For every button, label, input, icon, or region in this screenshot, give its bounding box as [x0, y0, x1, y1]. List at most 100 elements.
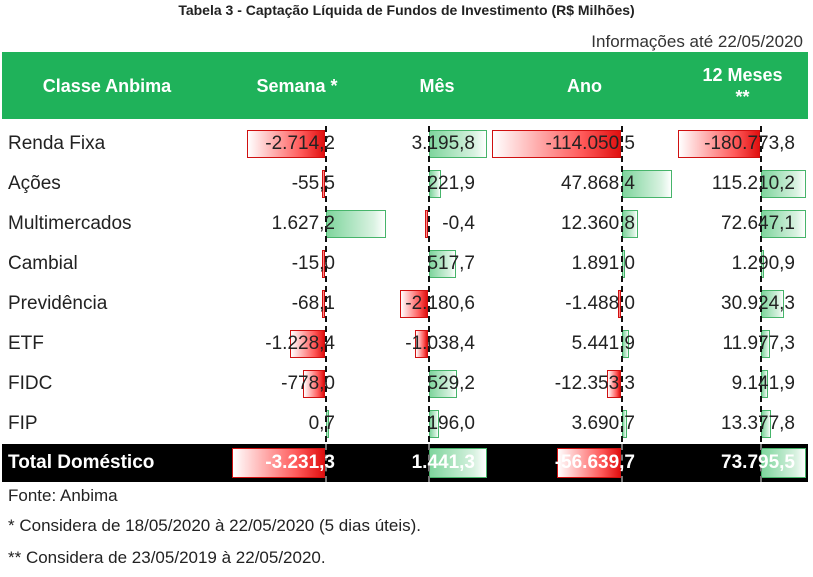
cell-semana: -3.231,3	[265, 452, 335, 473]
databar-12meses	[761, 210, 806, 238]
bar-axis	[760, 286, 762, 322]
cell-mes: -2.180,6	[405, 293, 475, 314]
bar-axis	[621, 326, 623, 362]
bar-axis	[760, 166, 762, 202]
table-row: Previdência -68,1 -2.180,6 -1.488,0 30.924,3	[2, 284, 808, 324]
cell-semana: 1.627,2	[271, 213, 335, 234]
cell-mes: 1.441,3	[411, 452, 475, 473]
cell-semana: -778,0	[281, 373, 335, 394]
header-ano: Ano	[567, 75, 602, 96]
cell-semana: -68,1	[291, 293, 335, 314]
bar-axis	[621, 246, 623, 282]
row-label: Ações	[8, 173, 61, 194]
cell-12meses: 13.377,8	[721, 413, 795, 434]
cell-ano: -1.488,0	[565, 293, 635, 314]
row-label: Cambial	[8, 253, 78, 274]
databar-ano	[556, 448, 621, 478]
row-label: Previdência	[8, 293, 108, 314]
table-row: FIDC -778,0 529,2 -12.353,3 9.141,9	[2, 364, 808, 404]
bar-axis	[428, 444, 430, 482]
table-title: Tabela 3 - Captação Líquida de Fundos de…	[178, 2, 635, 18]
bar-axis	[325, 286, 327, 322]
bar-axis	[325, 166, 327, 202]
cell-12meses: 115.210,2	[711, 173, 795, 194]
footnote-semana: * Considera de 18/05/2020 à 22/05/2020 (…	[8, 516, 422, 535]
cell-ano: 47.868,4	[561, 173, 635, 194]
cell-semana: -2.714,2	[265, 133, 335, 154]
databar-ano	[492, 130, 621, 158]
cell-semana: -15,0	[291, 253, 335, 274]
databar-mes	[429, 130, 487, 158]
cell-mes: 3.195,8	[411, 133, 475, 154]
cell-ano: 5.441,9	[571, 333, 635, 354]
databar-semana	[302, 370, 325, 398]
header-classe: Classe Anbima	[42, 75, 172, 96]
cell-ano: -56.639,7	[554, 452, 635, 473]
table-header: Classe Anbima Semana * Mês Ano 12 Meses …	[2, 52, 808, 119]
bar-axis	[325, 206, 327, 242]
bar-axis	[428, 286, 430, 322]
bar-axis	[760, 206, 762, 242]
bar-axis	[760, 406, 762, 442]
databar-semana	[322, 290, 325, 318]
cell-12meses: 30.924,3	[721, 293, 795, 314]
bar-axis	[760, 326, 762, 362]
databar-semana	[322, 170, 325, 198]
cell-ano: 3.690,7	[571, 413, 635, 434]
row-label: ETF	[8, 333, 44, 354]
row-label: FIP	[8, 413, 38, 434]
cell-ano: -114.050,5	[545, 133, 635, 154]
table-row: Renda Fixa -2.714,2 3.195,8 -114.050,5 -180.…	[2, 124, 808, 164]
row-label: Multimercados	[8, 213, 132, 234]
databar-semana	[231, 448, 325, 478]
cell-ano: 1.891,0	[571, 253, 635, 274]
bar-axis	[760, 126, 762, 162]
bar-axis	[428, 326, 430, 362]
databar-ano	[618, 290, 621, 318]
cell-mes: 517,7	[427, 253, 475, 274]
bar-axis	[428, 406, 430, 442]
cell-semana: 0,7	[308, 413, 335, 434]
databar-ano	[622, 170, 672, 198]
databar-ano	[607, 370, 621, 398]
cell-ano: -12.353,3	[554, 373, 635, 394]
bar-axis	[621, 166, 623, 202]
bar-axis	[428, 366, 430, 402]
databar-mes	[425, 210, 428, 238]
bar-axis	[621, 406, 623, 442]
footnote-12meses: ** Considera de 23/05/2019 à 22/05/2020.	[8, 548, 326, 567]
table-row: FIP 0,7 196,0 3.690,7 13.377,8	[2, 404, 808, 444]
source-note: Fonte: Anbima	[8, 486, 118, 505]
databar-12meses	[678, 130, 760, 158]
cell-mes: 221,9	[427, 173, 475, 194]
bar-axis	[621, 444, 623, 482]
cell-mes: -0,4	[442, 213, 475, 234]
databar-semana	[289, 330, 325, 358]
bar-axis	[325, 326, 327, 362]
header-12meses: 12 Meses **	[702, 64, 783, 107]
bar-axis	[428, 246, 430, 282]
cell-12meses: 9.141,9	[731, 373, 795, 394]
cell-ano: 12.360,8	[561, 213, 635, 234]
databar-semana	[246, 130, 325, 158]
table-row: ETF -1.228,4 -1.038,4 5.441,9 11.977,3	[2, 324, 808, 364]
bar-axis	[760, 246, 762, 282]
databar-semana	[322, 250, 325, 278]
bar-axis	[428, 206, 430, 242]
bar-axis	[621, 206, 623, 242]
cell-mes: 529,2	[427, 373, 475, 394]
header-mes: Mês	[419, 75, 455, 96]
bar-axis	[760, 444, 762, 482]
bar-axis	[325, 126, 327, 162]
bar-axis	[760, 366, 762, 402]
row-label: FIDC	[8, 373, 53, 394]
cell-mes: -1.038,4	[405, 333, 475, 354]
cell-semana: -55,5	[291, 173, 335, 194]
cell-12meses: 11.977,3	[722, 333, 795, 354]
cell-12meses: -180.773,8	[704, 133, 795, 154]
bar-axis	[621, 286, 623, 322]
total-row: Total Doméstico -3.231,3 1.441,3 -56.639,7 7…	[2, 444, 808, 482]
bar-axis	[428, 126, 430, 162]
cell-semana: -1.228,4	[265, 333, 335, 354]
table-row: Cambial -15,0 517,7 1.891,0 1.290,9	[2, 244, 808, 284]
